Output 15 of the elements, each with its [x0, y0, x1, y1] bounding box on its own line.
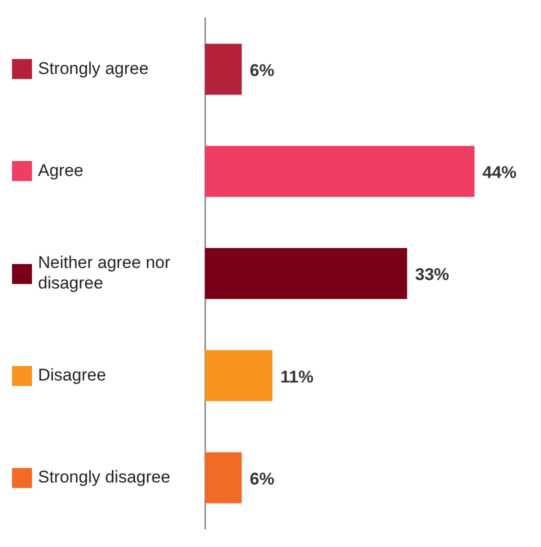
bar [205, 44, 242, 95]
bar [205, 350, 272, 402]
data-label: 44% [482, 163, 517, 182]
bar [205, 452, 242, 504]
y-tick-label: Strongly disagree [38, 467, 170, 486]
y-tick-label: Agree [38, 161, 84, 180]
data-label: 11% [280, 367, 314, 386]
data-label: 33% [415, 265, 450, 284]
data-label: 6% [250, 60, 274, 80]
y-tick-label: Strongly agree [38, 58, 149, 78]
bar [205, 146, 474, 197]
data-label: 6% [250, 469, 274, 488]
y-tick-label: Neither agree nor disagree [38, 252, 171, 292]
y-tick-label: Disagree [38, 365, 106, 384]
bar [205, 248, 408, 300]
